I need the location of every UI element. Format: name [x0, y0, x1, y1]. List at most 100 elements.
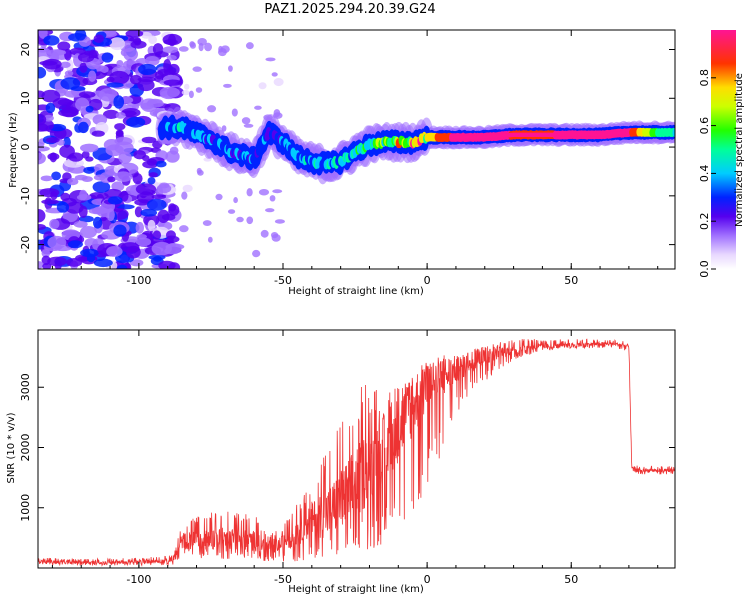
spectrogram-noise-blob [236, 216, 244, 223]
spectrogram-noise-blob [49, 218, 60, 230]
spectrogram-noise-blob [38, 261, 45, 269]
spectrogram-noise-blob [140, 31, 152, 39]
spectrogram-noise-blob [147, 219, 156, 232]
spectrogram-noise-blob [272, 189, 283, 194]
spectrogram-noise-blob [202, 220, 212, 226]
spectrogram-noise-blob [146, 198, 167, 211]
snr-panel: -100 -50 0 50 1000 2000 3000 Height of straigh… [6, 329, 676, 595]
snr-ticks: -100 -50 0 50 1000 2000 3000 [19, 330, 675, 586]
spectrogram-noise-blob [93, 34, 105, 43]
spectrogram-noise-blob [79, 189, 88, 201]
spectrogram-noise-blob [91, 130, 105, 137]
spectrogram-noise-blob [252, 249, 261, 258]
spectrogram-noise-blob [58, 108, 79, 117]
spectrogram-noise-blob [67, 240, 83, 249]
spectrogram-ytick-label: 20 [19, 43, 32, 57]
spectrogram-noise-blob [152, 43, 164, 56]
spectrogram-noise-blob [67, 178, 79, 186]
spectrogram-noise-blob [148, 172, 158, 178]
spectrogram-noise-blob [41, 89, 61, 103]
spectrogram-xtick-label: 0 [424, 274, 431, 287]
spectrogram-noise-blob [269, 195, 276, 202]
spectrogram-noise-blob [79, 62, 88, 74]
spectrogram-noise-blob [116, 59, 124, 68]
spectrogram-noise-blob [73, 220, 88, 228]
spectrogram-noise-blob [100, 65, 109, 73]
spectrogram-noise-blob [271, 72, 278, 77]
spectrogram-xtick-label: 50 [564, 274, 578, 287]
spectrogram-noise-blob [228, 65, 233, 72]
snr-xtick-label: -50 [274, 573, 292, 586]
spectrogram-noise-blob [140, 208, 158, 217]
spectrogram-noise-blob [93, 174, 106, 181]
spectrogram-noise-blob [271, 233, 281, 242]
spectrogram-noise-blob [197, 38, 207, 46]
snr-ylabel: SNR (10 * v/v) [6, 412, 17, 483]
spectrogram-noise-blob [60, 77, 81, 90]
spectrogram-noise-blob [157, 69, 170, 76]
spectrogram-noise-blob [42, 262, 52, 269]
spectrogram-marks [38, 30, 675, 269]
spectrogram-noise-blob [120, 242, 140, 253]
spectrogram-noise-blob [116, 264, 128, 269]
spectrogram-noise-blob [47, 256, 67, 267]
spectrogram-noise-blob [138, 63, 157, 76]
spectrogram-noise-blob [107, 176, 116, 183]
spectrogram-noise-blob [134, 206, 143, 218]
spectrogram-noise-blob [66, 258, 83, 267]
spectrogram-noise-blob [246, 188, 253, 197]
spectrogram-noise-blob [215, 193, 223, 201]
spectrogram-noise-blob [152, 230, 162, 240]
spectrogram-noise-blob [223, 83, 232, 88]
spectrogram-noise-blob [120, 190, 129, 202]
colorbar: 0.0 0.2 0.4 0.6 0.8 Normalized spectral ampl… [698, 30, 745, 278]
spectrogram-noise-blob [38, 141, 45, 148]
spectrogram-ytick-label: -10 [19, 187, 32, 205]
spectrogram-noise-blob [165, 230, 176, 240]
spectrogram-noise-blob [113, 95, 125, 109]
spectrogram-xtick-label: -50 [274, 274, 292, 287]
spectrogram-noise-blob [274, 219, 285, 224]
spectrogram-noise-blob [38, 208, 46, 223]
colorbar-tick-label: 0.6 [698, 117, 711, 135]
spectrogram-noise-blob [115, 111, 126, 119]
spectrogram-noise-blob [245, 42, 254, 50]
spectrogram-noise-blob [118, 151, 132, 164]
spectrogram-noise-blob [204, 42, 212, 52]
colorbar-tick-label: 0.4 [698, 165, 711, 183]
spectrogram-noise-blob [129, 259, 144, 267]
spectrogram-noise-blob [146, 158, 158, 166]
spectrogram-noise-blob [46, 49, 67, 56]
spectrogram-noise-blob [241, 117, 251, 125]
spectrogram-ytick-label: 10 [19, 91, 32, 105]
spectrogram-noise-blob [151, 241, 172, 256]
spectrogram-noise-blob [104, 188, 123, 199]
snr-ytick-label: 2000 [19, 433, 32, 461]
spectrogram-noise-blob [233, 197, 238, 204]
spectrogram-noise-blob [51, 171, 61, 181]
spectrogram-noise-blob [189, 42, 197, 49]
spectrogram-noise-blob [273, 109, 281, 118]
spectrogram-noise-blob [74, 30, 87, 41]
spectrogram-noise-blob [81, 150, 90, 159]
spectrogram-noise-blob [260, 229, 269, 238]
spectrogram-noise-blob [132, 173, 143, 185]
spectrogram-noise-blob [92, 181, 111, 193]
spectrogram-noise-blob [43, 35, 60, 46]
snr-xtick-label: 0 [424, 573, 431, 586]
spectrogram-noise-blob [207, 105, 217, 113]
spectrogram-ridge-core [672, 128, 675, 138]
spectrogram-noise-blob [91, 207, 104, 215]
spectrogram-noise-blob [41, 199, 59, 205]
snr-xlabel: Height of straight line (km) [288, 584, 424, 595]
spectrogram-noise-blob [78, 121, 89, 134]
spectrogram-noise-blob [41, 248, 51, 258]
spectrogram-noise-blob [135, 221, 145, 234]
snr-series-line [38, 338, 675, 567]
colorbar-tick-label: 0.8 [698, 69, 711, 87]
spectrogram-noise-blob [147, 177, 156, 185]
spectrogram-noise-blob [142, 155, 150, 162]
colorbar-tick-label: 0.0 [698, 260, 711, 278]
colorbar-label: Normalized spectral amplitude [734, 73, 745, 227]
